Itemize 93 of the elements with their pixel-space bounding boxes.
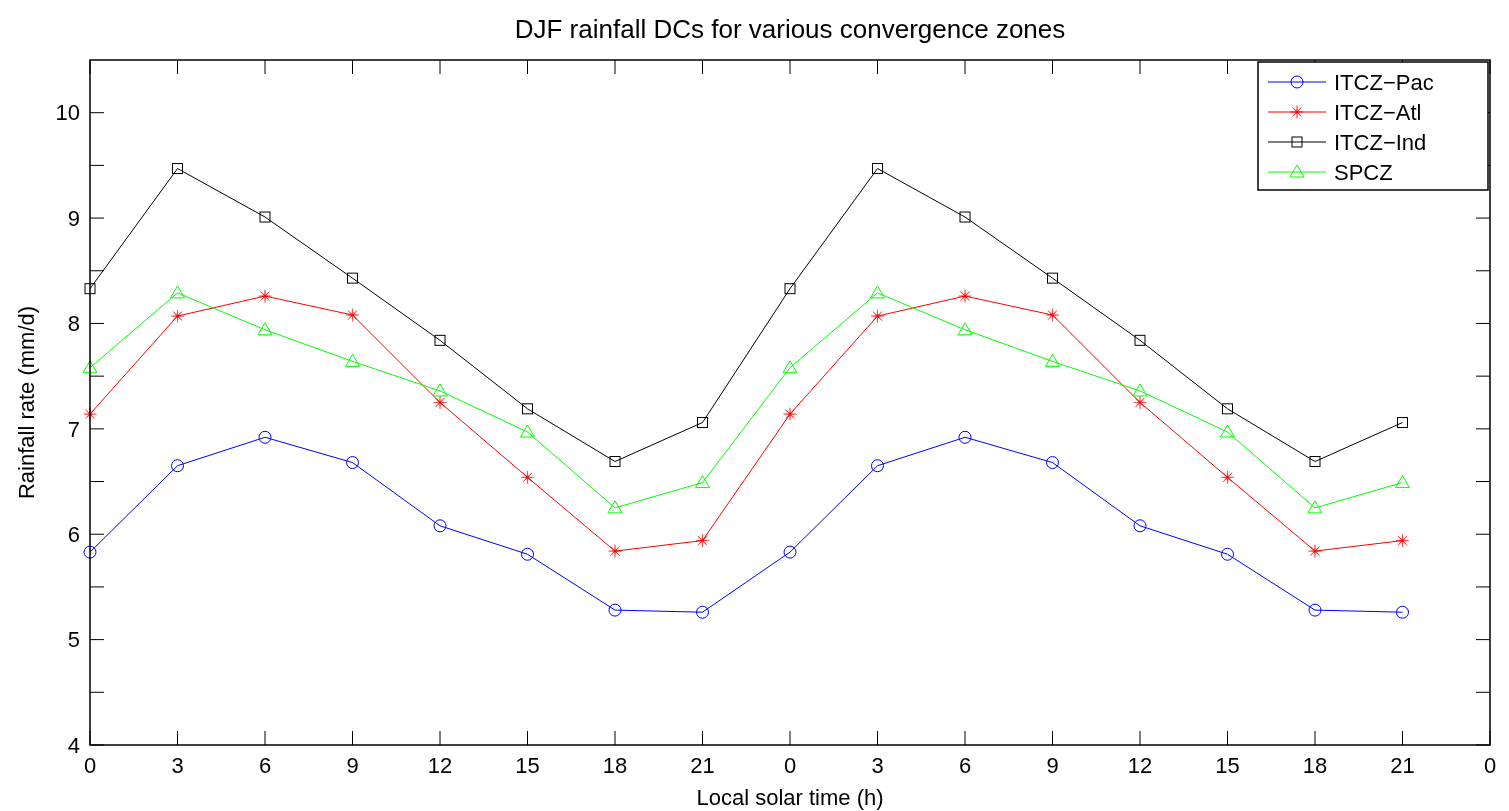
x-tick-label: 3 — [171, 753, 184, 778]
point — [83, 545, 97, 559]
point — [608, 544, 622, 558]
point — [433, 519, 447, 533]
point — [1220, 470, 1235, 485]
y-tick-label: 5 — [67, 627, 80, 653]
y-tick-label: 6 — [67, 521, 80, 547]
y-tick-label: 10 — [55, 100, 80, 126]
point — [433, 395, 447, 410]
point — [608, 603, 622, 617]
x-tick-label: 6 — [958, 753, 972, 778]
point — [1308, 544, 1322, 558]
point — [695, 475, 710, 489]
point — [82, 360, 98, 374]
point — [83, 407, 97, 421]
x-tick-label: 12 — [1127, 753, 1153, 778]
point — [1134, 334, 1146, 346]
x-tick-label: 0 — [783, 753, 797, 778]
point — [871, 459, 884, 473]
point — [1396, 605, 1409, 619]
point — [522, 403, 533, 415]
point — [1132, 383, 1148, 397]
point — [870, 309, 885, 323]
point — [959, 211, 971, 223]
point — [784, 283, 796, 295]
y-tick-label: 4 — [67, 732, 80, 758]
x-tick-label: 15 — [515, 753, 540, 778]
point — [347, 272, 358, 284]
point — [1133, 395, 1147, 410]
point — [258, 289, 272, 303]
y-axis-title: Rainfall rate (mm/d) — [14, 305, 39, 500]
chart-title: DJF rainfall DCs for various convergence zones — [514, 14, 1066, 44]
point — [958, 430, 972, 444]
point — [345, 353, 360, 367]
point — [1221, 547, 1234, 561]
point — [170, 309, 185, 323]
x-tick-label: 3 — [871, 753, 884, 778]
x-tick-label: 15 — [1215, 753, 1240, 778]
x-tick-label: 0 — [83, 753, 97, 778]
point — [257, 322, 273, 336]
legend-label: ITCZ−Pac — [1334, 69, 1434, 95]
x-tick-label: 21 — [1390, 753, 1415, 778]
point — [1222, 403, 1233, 415]
x-tick-label: 18 — [1302, 753, 1328, 778]
x-tick-label: 9 — [346, 753, 359, 778]
point — [345, 308, 360, 322]
point — [432, 383, 448, 397]
x-tick-label: 0 — [1483, 753, 1497, 778]
point — [1046, 456, 1059, 470]
point — [520, 424, 535, 438]
point — [171, 459, 184, 473]
x-tick-label: 12 — [427, 753, 453, 778]
point — [1395, 533, 1410, 548]
point — [609, 456, 621, 468]
point — [783, 407, 797, 421]
y-tick-label: 8 — [67, 311, 80, 337]
point — [170, 285, 185, 299]
point — [1309, 456, 1321, 468]
point — [872, 163, 883, 175]
point — [1047, 272, 1058, 284]
x-tick-label: 6 — [258, 753, 272, 778]
point — [782, 360, 798, 374]
point — [870, 285, 885, 299]
x-tick-label: 21 — [690, 753, 715, 778]
point — [607, 500, 623, 514]
point — [1308, 603, 1322, 617]
legend-label: ITCZ−Ind — [1334, 129, 1427, 155]
point — [520, 470, 535, 485]
x-axis-title: Local solar time (h) — [696, 785, 884, 810]
point — [695, 533, 710, 548]
point — [1045, 353, 1060, 367]
point — [258, 430, 272, 444]
point — [1133, 519, 1147, 533]
x-tick-label: 18 — [602, 753, 628, 778]
point — [346, 456, 359, 470]
point — [1220, 424, 1235, 438]
point — [957, 322, 973, 336]
point — [84, 283, 96, 295]
legend-label: ITCZ−Atl — [1334, 99, 1422, 125]
x-tick-label: 9 — [1046, 753, 1059, 778]
point — [958, 289, 972, 303]
y-tick-label: 9 — [67, 205, 80, 231]
point — [1395, 475, 1410, 489]
point — [521, 547, 534, 561]
legend-label: SPCZ — [1334, 159, 1393, 185]
point — [1045, 308, 1060, 322]
point — [696, 605, 709, 619]
y-tick-label: 7 — [67, 416, 80, 442]
point — [434, 334, 446, 346]
point — [1307, 500, 1323, 514]
point — [259, 211, 271, 223]
point — [783, 545, 797, 559]
point — [172, 163, 183, 175]
